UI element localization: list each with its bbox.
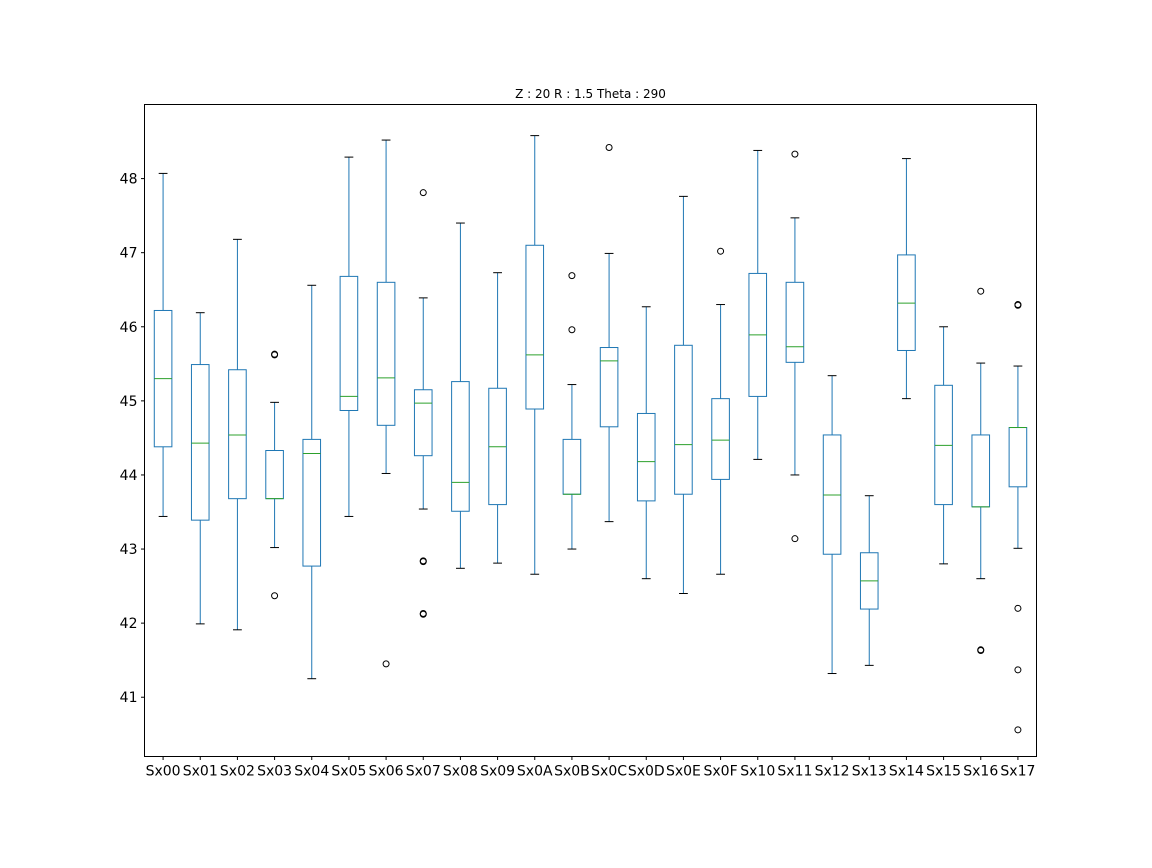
outlier-point — [791, 150, 799, 158]
box-Sx02 — [228, 238, 247, 631]
x-tick-label: Sx13 — [852, 764, 887, 780]
box-iqr — [971, 434, 991, 508]
y-axis: 41 42 43 44 45 46 47 48 — [120, 172, 145, 706]
x-tick-label: Sx0D — [628, 764, 665, 780]
box-Sx09 — [488, 272, 507, 564]
box-iqr — [562, 438, 582, 495]
chart-title: Z : 20 R : 1.5 Theta : 290 — [515, 87, 666, 101]
box-Sx0F — [711, 247, 730, 575]
box-Sx07 — [413, 189, 433, 618]
outlier-point — [271, 592, 279, 600]
y-tick-label: 44 — [120, 468, 138, 484]
box-Sx16 — [971, 287, 991, 655]
box-iqr — [339, 275, 359, 411]
box-iqr — [190, 364, 210, 521]
box-Sx04 — [302, 284, 322, 680]
box-Sx17 — [1008, 301, 1028, 734]
x-tick-label: Sx08 — [443, 764, 478, 780]
box-iqr — [265, 450, 284, 500]
outlier-point — [568, 272, 576, 280]
outlier-point — [568, 326, 576, 334]
box-iqr — [302, 438, 322, 567]
box-iqr — [674, 344, 693, 495]
outlier-point — [791, 535, 799, 543]
box-Sx11 — [785, 150, 805, 543]
outlier-point — [419, 610, 427, 618]
x-axis: Sx00 Sx01 Sx02 Sx03 Sx04 Sx05 Sx06 Sx07 Sx08 Sx09… — [146, 756, 1035, 780]
outlier-point — [605, 143, 613, 151]
box-Sx0D — [636, 306, 656, 580]
box-iqr — [376, 281, 396, 426]
box-iqr — [451, 381, 470, 512]
outlier-point — [1014, 666, 1022, 674]
x-tick-label: Sx0B — [554, 764, 590, 780]
outlier-point — [419, 557, 427, 565]
box-series — [153, 135, 1028, 734]
box-iqr — [228, 369, 247, 500]
x-tick-label: Sx11 — [777, 764, 812, 780]
y-tick-label: 45 — [120, 394, 138, 410]
box-Sx00 — [153, 172, 173, 517]
box-Sx0C — [599, 143, 619, 523]
box-Sx0A — [525, 135, 545, 575]
outlier-point — [977, 287, 985, 295]
box-iqr — [785, 281, 805, 363]
x-tick-label: Sx14 — [889, 764, 924, 780]
x-tick-label: Sx16 — [963, 764, 998, 780]
box-Sx0B — [562, 272, 582, 550]
x-tick-label: Sx12 — [815, 764, 850, 780]
x-tick-label: Sx06 — [369, 764, 404, 780]
box-Sx03 — [265, 350, 284, 600]
outlier-point — [717, 247, 725, 255]
box-Sx13 — [859, 495, 879, 666]
y-tick-label: 41 — [120, 690, 138, 706]
x-tick-label: Sx02 — [220, 764, 255, 780]
y-tick-label: 46 — [120, 320, 138, 336]
x-tick-label: Sx17 — [1000, 764, 1035, 780]
box-iqr — [1008, 427, 1028, 488]
x-tick-label: Sx0E — [666, 764, 701, 780]
box-Sx08 — [451, 222, 470, 569]
x-tick-label: Sx09 — [480, 764, 515, 780]
box-iqr — [599, 347, 619, 428]
x-tick-label: Sx05 — [331, 764, 366, 780]
box-Sx0E — [674, 195, 693, 594]
x-tick-label: Sx07 — [406, 764, 441, 780]
plot-area-frame — [144, 104, 1037, 757]
x-tick-label: Sx0C — [591, 764, 627, 780]
box-iqr — [711, 398, 730, 480]
box-Sx14 — [897, 158, 916, 400]
y-tick-label: 42 — [120, 616, 138, 632]
box-Sx10 — [748, 149, 768, 460]
y-tick-label: 48 — [120, 172, 138, 188]
box-Sx06 — [376, 139, 396, 668]
x-tick-label: Sx01 — [183, 764, 218, 780]
x-tick-label: Sx04 — [294, 764, 329, 780]
x-tick-label: Sx0F — [704, 764, 738, 780]
outlier-point — [419, 189, 427, 197]
x-tick-label: Sx15 — [926, 764, 961, 780]
x-tick-label: Sx00 — [146, 764, 181, 780]
x-tick-label: Sx0A — [517, 764, 553, 780]
y-tick-label: 43 — [120, 542, 138, 558]
box-iqr — [636, 412, 656, 502]
box-Sx01 — [190, 312, 210, 625]
x-tick-label: Sx03 — [257, 764, 292, 780]
outlier-point — [271, 350, 279, 358]
box-iqr — [413, 389, 433, 457]
outlier-point — [1014, 726, 1022, 734]
outlier-point — [382, 660, 390, 668]
outlier-point — [1014, 604, 1022, 612]
box-Sx05 — [339, 156, 359, 517]
y-tick-label: 47 — [120, 246, 138, 262]
x-tick-label: Sx10 — [740, 764, 775, 780]
box-Sx15 — [934, 326, 953, 565]
box-iqr — [525, 244, 545, 410]
outlier-point — [977, 646, 985, 654]
outlier-point — [1014, 301, 1022, 309]
box-Sx12 — [822, 375, 842, 675]
